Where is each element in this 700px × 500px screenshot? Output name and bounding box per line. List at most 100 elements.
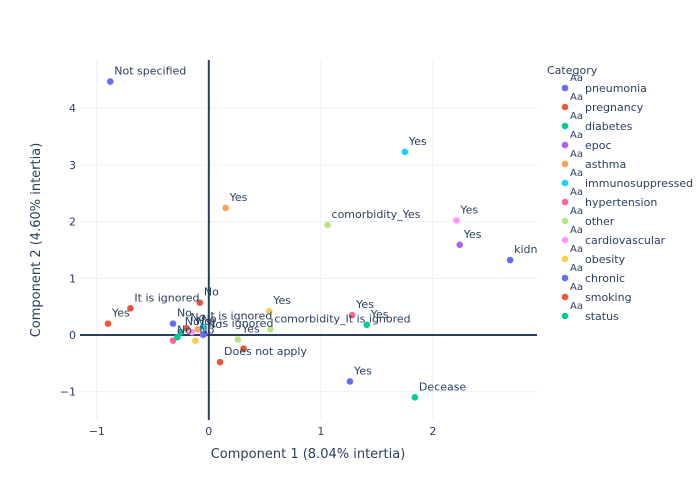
point-label: No bbox=[207, 318, 222, 331]
legend-symbol-text: Aa bbox=[570, 149, 583, 160]
point-label: Not specified bbox=[114, 65, 186, 78]
x-tick-label: −1 bbox=[89, 425, 105, 438]
legend-marker-epoc[interactable] bbox=[561, 141, 569, 149]
legend-item-smoking[interactable]: smoking bbox=[585, 291, 632, 304]
point-label: No bbox=[177, 307, 192, 320]
data-point-pneumonia bbox=[169, 320, 177, 327]
data-point-other bbox=[234, 336, 242, 343]
legend-item-other[interactable]: other bbox=[585, 215, 615, 228]
point-label: comorbidity_It is ignored bbox=[274, 312, 410, 325]
data-point-pregnancy bbox=[104, 320, 112, 327]
legend-marker-smoking[interactable] bbox=[561, 293, 569, 301]
point-label: Yes bbox=[355, 298, 374, 311]
data-point-pregnancy bbox=[216, 358, 224, 366]
point-label: Yes bbox=[353, 364, 372, 377]
legend-item-chronic[interactable]: chronic bbox=[585, 272, 625, 285]
legend-item-asthma[interactable]: asthma bbox=[585, 158, 626, 171]
legend-item-obesity[interactable]: obesity bbox=[585, 253, 626, 266]
point-label: Yes bbox=[408, 135, 427, 148]
data-point-asthma bbox=[222, 204, 229, 212]
legend-marker-other[interactable] bbox=[561, 217, 569, 225]
legend-item-diabetes[interactable]: diabetes bbox=[585, 120, 633, 133]
data-point-pneumonia bbox=[106, 78, 114, 85]
y-tick-label: 0 bbox=[69, 329, 76, 342]
legend-marker-diabetes[interactable] bbox=[561, 122, 569, 130]
legend-symbol-text: Aa bbox=[570, 111, 583, 122]
data-point-hypertension bbox=[348, 311, 356, 319]
legend-item-cardiovascular[interactable]: cardiovascular bbox=[585, 234, 666, 247]
legend-title: Category bbox=[547, 64, 598, 77]
legend-marker-status[interactable] bbox=[561, 312, 569, 320]
point-label: No bbox=[199, 324, 214, 337]
data-point-hypertension bbox=[169, 337, 177, 344]
point-label: No bbox=[196, 315, 211, 328]
legend-symbol-text: Aa bbox=[570, 92, 583, 103]
data-point-diabetes bbox=[363, 321, 371, 329]
legend-symbol-text: Aa bbox=[570, 168, 583, 179]
point-label: Yes bbox=[463, 228, 482, 241]
data-points bbox=[104, 78, 514, 401]
point-label: It is ignored bbox=[207, 309, 272, 322]
data-point-chronic bbox=[506, 256, 514, 264]
legend-item-status[interactable]: status bbox=[585, 310, 619, 323]
legend-symbol-text: Aa bbox=[570, 244, 583, 255]
y-tick-label: 1 bbox=[69, 272, 76, 285]
y-tick-label: 2 bbox=[69, 216, 76, 229]
point-label: kidn bbox=[514, 243, 537, 256]
data-point-other bbox=[324, 221, 331, 229]
data-point-smoking bbox=[183, 324, 190, 332]
legend-symbol-text: Aa bbox=[570, 206, 583, 217]
legend-symbol-text: Aa bbox=[570, 130, 583, 141]
point-label: No bbox=[202, 312, 217, 325]
y-axis-title: Component 2 (4.60% intertia) bbox=[29, 143, 44, 338]
point-label: Yes bbox=[459, 203, 478, 216]
data-point-immunosuppressed bbox=[199, 323, 207, 330]
data-point-cardiovascular bbox=[188, 328, 196, 336]
point-label: No bbox=[204, 286, 219, 299]
data-point-pregnancy bbox=[127, 305, 134, 312]
y-tick-label: −1 bbox=[60, 386, 76, 399]
legend-item-epoc[interactable]: epoc bbox=[585, 139, 612, 152]
data-point-obesity bbox=[265, 307, 273, 315]
data-point-chronic bbox=[201, 330, 208, 338]
legend-marker-obesity[interactable] bbox=[561, 255, 569, 263]
point-label: Yes bbox=[241, 322, 260, 335]
data-point-pregnancy bbox=[196, 299, 204, 306]
legend-marker-pneumonia[interactable] bbox=[561, 84, 569, 92]
legend-marker-pregnancy[interactable] bbox=[561, 103, 569, 111]
point-label: comorbidity_Yes bbox=[332, 208, 421, 221]
legend-symbol-text: Aa bbox=[570, 263, 583, 274]
data-point-cardiovascular bbox=[453, 217, 460, 224]
legend-symbol-text: Aa bbox=[570, 225, 583, 236]
legend-marker-chronic[interactable] bbox=[561, 274, 569, 282]
point-label: No bbox=[190, 311, 205, 324]
point-label: No bbox=[177, 324, 192, 337]
legend-item-hypertension[interactable]: hypertension bbox=[585, 196, 657, 209]
point-label: Yes bbox=[272, 294, 291, 307]
data-point-diabetes bbox=[177, 328, 185, 336]
legend-item-immunosuppressed[interactable]: immunosuppressed bbox=[585, 177, 693, 190]
legend-symbol-text: Aa bbox=[570, 73, 583, 84]
data-point-chronic bbox=[346, 378, 354, 385]
point-label: Decease bbox=[419, 380, 467, 393]
data-point-asthma bbox=[194, 325, 201, 333]
legend-marker-hypertension[interactable] bbox=[561, 198, 569, 206]
data-point-status bbox=[411, 394, 419, 401]
x-tick-label: 1 bbox=[317, 425, 324, 438]
x-tick-label: 0 bbox=[205, 425, 212, 438]
legend-item-pneumonia[interactable]: pneumonia bbox=[585, 82, 647, 95]
legend-symbol-text: Aa bbox=[570, 187, 583, 198]
tick-labels: −1 0 1 2 −1 0 1 2 3 4 bbox=[60, 102, 437, 438]
x-tick-label: 2 bbox=[429, 425, 436, 438]
point-label: Yes bbox=[229, 191, 248, 204]
x-axis-title: Component 1 (8.04% intertia) bbox=[211, 447, 406, 462]
point-label: It is ignored bbox=[134, 291, 199, 304]
legend-marker-asthma[interactable] bbox=[561, 160, 569, 168]
legend: Category AapneumoniaAapregnancyAadiabete… bbox=[547, 64, 693, 323]
legend-marker-cardiovascular[interactable] bbox=[561, 236, 569, 244]
legend-marker-immunosuppressed[interactable] bbox=[561, 179, 569, 187]
legend-item-pregnancy[interactable]: pregnancy bbox=[585, 101, 644, 114]
data-point-smoking bbox=[240, 345, 247, 352]
data-point-status bbox=[174, 333, 181, 341]
data-point-obesity bbox=[192, 337, 199, 344]
